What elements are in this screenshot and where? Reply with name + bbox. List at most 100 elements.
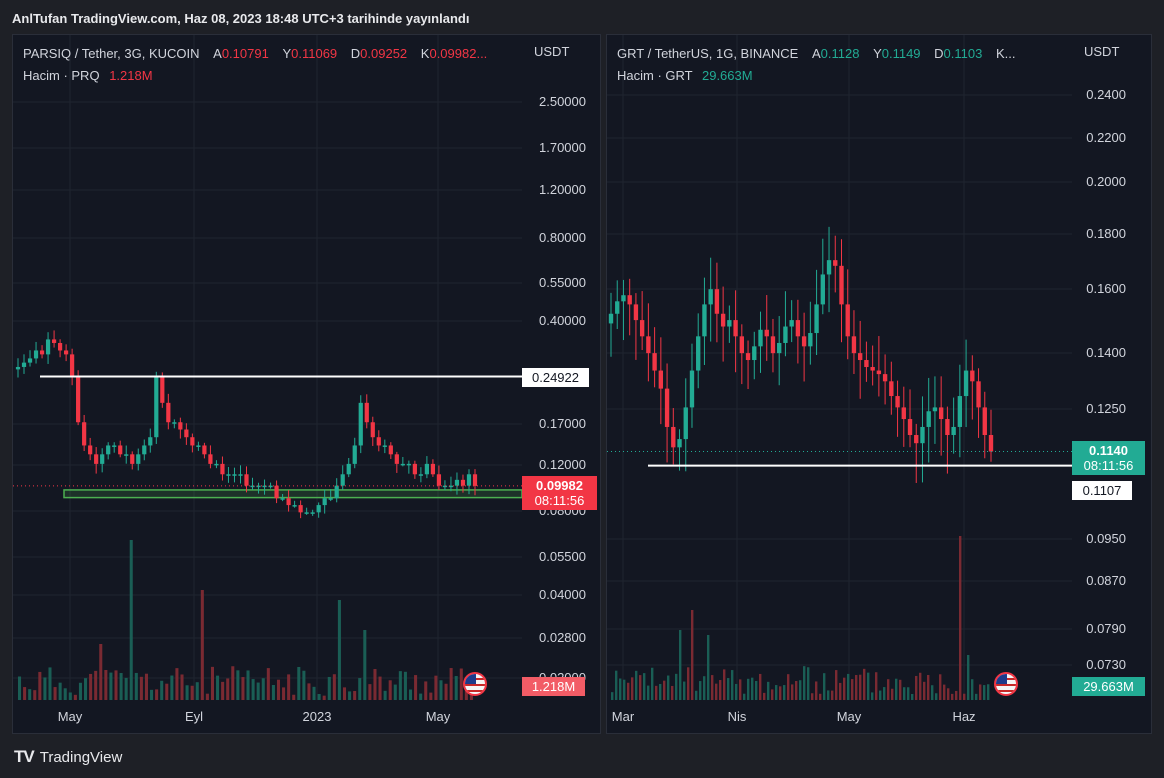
close-value: 0.09982...	[429, 46, 488, 61]
volume-bar	[723, 669, 726, 700]
candle-body	[988, 435, 994, 452]
candle-body	[112, 445, 117, 447]
volume-bar	[663, 680, 666, 700]
volume-bar	[747, 678, 750, 700]
volume-bar	[190, 685, 194, 700]
volume-bar	[459, 668, 463, 700]
candle-body	[839, 265, 844, 305]
volume-bar	[99, 644, 103, 700]
price-tick: 0.0730	[1086, 657, 1126, 672]
tradingview-logo-icon: TV	[14, 747, 35, 766]
price-tick: 0.05500	[539, 549, 586, 564]
price-tick: 0.1800	[1086, 226, 1126, 241]
parsiq-chart-canvas[interactable]	[13, 35, 602, 735]
volume-bar	[775, 685, 778, 700]
candle-body	[472, 474, 478, 486]
price-tick: 0.1250	[1086, 401, 1126, 416]
volume-bar	[779, 686, 782, 700]
volume-bar	[811, 693, 814, 700]
candle-body	[262, 485, 267, 488]
time-tick: May	[57, 709, 83, 724]
volume-bar	[795, 681, 798, 700]
price-tick: 0.0950	[1086, 531, 1126, 546]
candle-body	[727, 320, 732, 327]
chart-panel-grt[interactable]: GRT / TetherUS, 1G, BINANCE A0.1128 Y0.1…	[606, 34, 1152, 734]
low-value: 0.09252	[360, 46, 408, 61]
publish-header: AnlTufan TradingView.com, Haz 08, 2023 1…	[12, 11, 470, 26]
volume-bar	[165, 683, 169, 700]
candle-body	[27, 358, 33, 363]
price-tick: 0.2200	[1086, 130, 1126, 145]
candle-body	[388, 445, 393, 455]
candle-body	[64, 350, 69, 355]
candle-body	[664, 388, 670, 427]
volume-bar	[241, 677, 245, 700]
volume-bar	[931, 685, 934, 700]
grt-chart-canvas[interactable]	[607, 35, 1153, 735]
candle-body	[889, 381, 894, 397]
volume-bar	[185, 685, 189, 700]
volume-bar	[611, 692, 614, 700]
volume-bar	[867, 672, 870, 700]
volume-bar	[887, 679, 890, 700]
volume-bar	[767, 681, 770, 700]
candle-body	[696, 336, 701, 371]
close-key: K	[420, 46, 430, 61]
grt-symbol[interactable]: GRT / TetherUS, 1G, BINANCE	[617, 46, 799, 61]
volume-bar	[959, 536, 962, 700]
candle-body	[70, 354, 75, 377]
volume-bar	[911, 694, 914, 700]
volume-bar	[292, 694, 296, 700]
volume-bar	[104, 670, 108, 700]
us-flag-icon[interactable]	[463, 672, 487, 696]
candle-body	[124, 454, 129, 456]
candle-body	[178, 422, 183, 430]
volume-bar	[48, 667, 52, 700]
volume-bar	[200, 590, 204, 700]
candle-body	[627, 295, 632, 305]
us-flag-icon[interactable]	[994, 672, 1018, 696]
price-tick: 0.2400	[1086, 87, 1126, 102]
candle-body	[801, 336, 807, 347]
candle-body	[963, 370, 969, 397]
candle-body	[322, 498, 327, 506]
candle-body	[160, 376, 165, 403]
candle-body	[826, 260, 832, 275]
volume-bar	[38, 671, 42, 700]
candle-body	[118, 445, 123, 455]
parsiq-symbol[interactable]: PARSIQ / Tether, 3G, KUCOIN	[23, 46, 200, 61]
volume-bar	[231, 666, 235, 700]
candle-body	[858, 353, 863, 361]
volume-bar	[414, 675, 418, 700]
volume-bar	[971, 679, 974, 700]
volume-bar	[419, 693, 423, 700]
candle-body	[424, 463, 429, 475]
volume-bar	[667, 675, 670, 700]
grt-legend: GRT / TetherUS, 1G, BINANCE A0.1128 Y0.1…	[617, 46, 1015, 61]
level-label: 0.24922	[522, 368, 589, 387]
volume-bar	[33, 690, 37, 700]
candle-body	[394, 454, 399, 464]
candle-body	[758, 329, 763, 347]
candle-body	[764, 329, 769, 337]
volume-bar	[671, 685, 674, 700]
candle-body	[190, 437, 195, 446]
volume-bar	[647, 685, 650, 700]
chart-panel-parsiq[interactable]: PARSIQ / Tether, 3G, KUCOIN A0.10791 Y0.…	[12, 34, 601, 734]
volume-bar	[175, 668, 179, 700]
candle-body	[689, 370, 695, 408]
candle-body	[677, 439, 682, 448]
volume-bar	[831, 690, 834, 700]
last-price: 0.1140	[1088, 443, 1129, 458]
volume-bar	[763, 692, 766, 700]
volume-bar	[353, 691, 357, 700]
candle-body	[352, 445, 357, 464]
tradingview-footer[interactable]: TV TradingView	[14, 747, 122, 767]
volume-bar	[951, 693, 954, 700]
volume-bar	[434, 675, 438, 700]
volume-bar	[927, 674, 930, 700]
volume-bar	[903, 687, 906, 700]
volume-bar	[919, 672, 922, 700]
candle-body	[208, 454, 213, 464]
volume-value: 1.218M	[109, 68, 153, 83]
